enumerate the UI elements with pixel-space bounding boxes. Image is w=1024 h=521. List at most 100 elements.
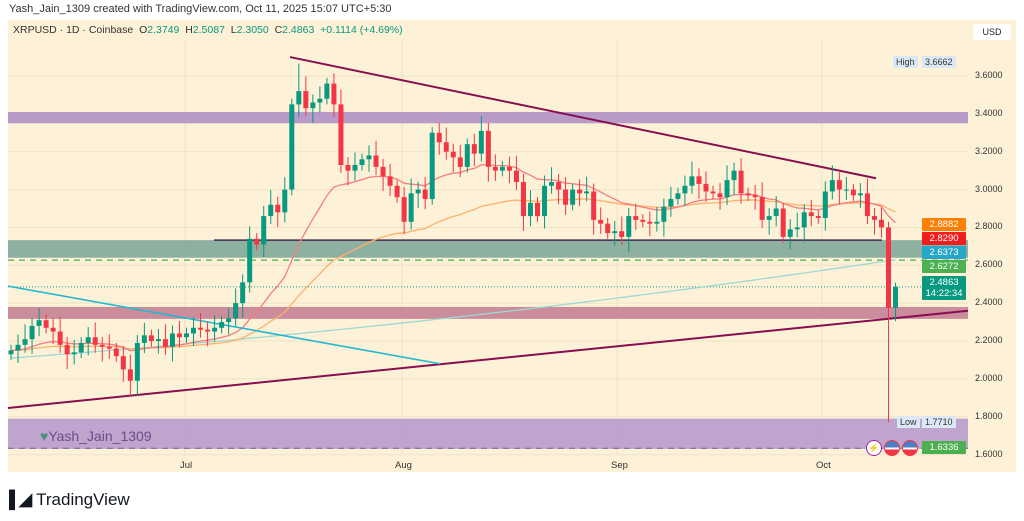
candle-body <box>240 282 246 304</box>
candle-body <box>29 325 35 340</box>
candle-body <box>261 216 267 245</box>
candle-body <box>478 130 484 154</box>
candle-body <box>661 206 667 222</box>
low-label: L <box>230 24 237 36</box>
open-label: O <box>139 24 148 36</box>
price-zone <box>8 111 968 124</box>
author-watermark: ♥Yash_Jain_1309 <box>40 428 152 444</box>
candle-body <box>303 91 309 109</box>
candle-body <box>380 166 386 177</box>
candle-body <box>647 221 653 224</box>
candle-body <box>577 189 583 194</box>
candle-body <box>563 189 569 205</box>
candle-body <box>401 197 407 222</box>
price-tick: 2.6000 <box>975 259 1003 270</box>
candle-body <box>134 342 140 381</box>
time-tick: Jul <box>180 460 193 471</box>
candle-body <box>696 176 702 184</box>
tradingview-logo[interactable]: ▌◢ TradingView <box>9 490 130 510</box>
tradingview-brand: TradingView <box>36 490 130 509</box>
candle-body <box>759 197 765 220</box>
high-marker-label: High <box>893 56 918 68</box>
candle-body <box>801 212 807 228</box>
candle-body <box>527 202 533 217</box>
symbol-legend: XRPUSD · 1D · Coinbase O2.3749 H2.5087 L… <box>13 24 403 36</box>
ema-fast-line <box>10 164 896 352</box>
candle-body <box>22 339 28 345</box>
price-tick: 2.0000 <box>975 372 1003 383</box>
candle-body <box>64 344 70 355</box>
candle-body <box>815 216 821 218</box>
us-flag-event-icon[interactable] <box>902 440 918 456</box>
current-price-label: 2.4863 14:22:34 <box>922 276 966 300</box>
candle-body <box>893 286 899 308</box>
candle-body <box>464 144 470 167</box>
price-zone <box>8 418 968 449</box>
candle-body <box>148 335 154 342</box>
lightning-event-icon[interactable]: ⚡ <box>866 440 882 456</box>
us-flag-event-icon[interactable] <box>884 440 900 456</box>
chart-credit: Yash_Jain_1309 created with TradingView.… <box>9 3 392 15</box>
high-marker-value: 3.6662 <box>922 56 956 68</box>
close-value: 2.4863 <box>282 24 315 36</box>
candle-body <box>570 189 576 205</box>
symbol-label: XRPUSD · 1D · Coinbase <box>13 24 134 36</box>
candle-body <box>85 337 91 343</box>
candle-body <box>703 183 709 192</box>
candle-body <box>499 166 505 171</box>
price-label: 2.8290 <box>922 232 966 245</box>
currency-button[interactable]: USD <box>973 24 1011 40</box>
heart-icon: ♥ <box>40 428 49 444</box>
candle-body <box>8 350 14 355</box>
candle-body <box>331 83 337 105</box>
candle-body <box>675 193 681 200</box>
candle-body <box>36 320 42 326</box>
candle-body <box>752 195 758 198</box>
candle-body <box>584 191 590 194</box>
price-tick: 3.6000 <box>975 70 1003 80</box>
candle-body <box>366 155 372 160</box>
candle-body <box>689 176 695 186</box>
low-value: 2.3050 <box>236 24 269 36</box>
candle-body <box>731 170 737 181</box>
price-tick: 1.6000 <box>975 448 1003 459</box>
candle-body <box>808 212 814 217</box>
candle-body <box>141 335 147 343</box>
candle-body <box>169 333 175 347</box>
candle-body <box>717 193 723 198</box>
candle-body <box>176 333 182 338</box>
candle-body <box>92 337 98 345</box>
candle-body <box>71 352 77 355</box>
high-value: 2.5087 <box>192 24 225 36</box>
candle-body <box>317 98 323 103</box>
ema-slow-line <box>10 198 896 352</box>
candle-body <box>162 339 168 347</box>
time-tick: Oct <box>816 460 831 471</box>
bar-countdown: 14:22:34 <box>925 288 963 299</box>
candle-body <box>738 170 744 194</box>
candle-body <box>535 202 540 217</box>
candle-body <box>829 180 835 192</box>
price-tick: 3.2000 <box>975 145 1003 156</box>
candle-body <box>549 182 555 186</box>
candle-body <box>359 159 365 165</box>
candle-body <box>268 204 274 217</box>
candle-body <box>850 189 856 196</box>
candle-body <box>864 193 870 217</box>
event-icons[interactable]: ⚡ <box>866 440 918 456</box>
price-tick: 2.4000 <box>975 297 1003 308</box>
time-tick: Sep <box>611 460 628 471</box>
candle-body <box>492 166 498 171</box>
candle-body <box>450 151 456 158</box>
candle-body <box>219 322 225 328</box>
price-label: 2.6373 <box>922 246 966 259</box>
candle-body <box>745 193 751 196</box>
price-label: 2.6272 <box>922 260 966 273</box>
candle-body <box>787 229 793 237</box>
current-price-value: 2.4863 <box>929 277 959 288</box>
candle-body <box>373 155 379 167</box>
candle-body <box>352 164 358 171</box>
candle-body <box>324 83 330 99</box>
candle-body <box>113 348 119 357</box>
